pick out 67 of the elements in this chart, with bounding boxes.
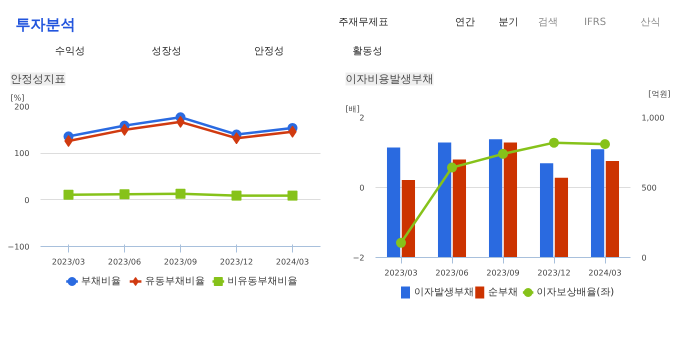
point [288,126,297,138]
text: 연간 [454,17,475,28]
bar [402,180,416,258]
point [176,116,185,128]
y-tick-label: −2 [352,254,365,262]
y-tick-label: 2 [359,114,365,122]
x-tick-label: 2024/03 [276,258,310,266]
y-tick-label: 100 [14,149,30,158]
x-tick-label: 2023/09 [164,258,198,266]
x-tick-label: 2023/03 [52,258,86,266]
y2-tick-label: 1,000 [642,114,664,122]
y2-tick-label: 500 [642,184,657,192]
point [120,189,130,200]
x-tick-label: 2023/09 [486,268,520,278]
bar [386,147,400,258]
chart-title: 이자비용발생부채 [346,72,434,86]
bar [438,142,452,258]
bar [590,149,604,258]
x-tick-label: 2023/12 [537,268,571,278]
point [498,148,508,159]
y-axis-title: [%] [10,94,24,102]
point [64,190,74,200]
legend-label: 이자보상배율(좌) [536,287,614,298]
point [64,135,73,148]
point [600,139,610,150]
point [232,132,241,144]
legend-label: 부채비율 [81,276,122,287]
point [288,190,298,201]
bar [540,163,554,258]
x-tick-label: 2023/06 [108,258,142,266]
y-tick-label: 0 [24,196,30,205]
text: 성장성 [151,46,182,58]
legend-label: 이자발생부채 [414,287,474,298]
y-tick-label: −100 [8,242,30,252]
y-axis-title: [배] [346,104,360,114]
text: 수익성 [54,46,85,58]
legend-label: 비유동부채비율 [228,276,298,287]
y2-axis-title: [억원] [648,90,671,98]
text: 주재무제표 [338,17,389,28]
text: 투자분석 [15,15,76,34]
x-tick-label: 2023/12 [220,258,254,266]
bar [606,161,620,258]
text: 산식 [640,17,660,28]
bar [554,178,568,258]
bar [488,139,502,258]
y-tick-label: 200 [14,102,30,112]
point [549,138,559,148]
chart-title: 안정성지표 [10,72,66,86]
point [176,188,186,199]
bar [452,160,466,258]
legend-label: 순부채 [488,287,518,298]
x-tick-label: 2024/03 [588,268,622,278]
x-tick-label: 2023/06 [435,268,469,278]
y2-tick-label: 0 [642,254,647,262]
text: 분기 [498,17,518,28]
text: 검색 [538,17,558,28]
text: IFRS [584,17,606,28]
x-tick-label: 2023/03 [384,268,418,278]
point [120,124,129,136]
point [232,190,242,201]
legend-label: 유동부채비율 [144,276,205,287]
bar [504,142,518,258]
y-tick-label: 0 [359,184,365,192]
text: 안정성 [254,46,284,58]
point [396,238,406,248]
point [447,162,457,173]
text: 활동성 [352,46,382,58]
